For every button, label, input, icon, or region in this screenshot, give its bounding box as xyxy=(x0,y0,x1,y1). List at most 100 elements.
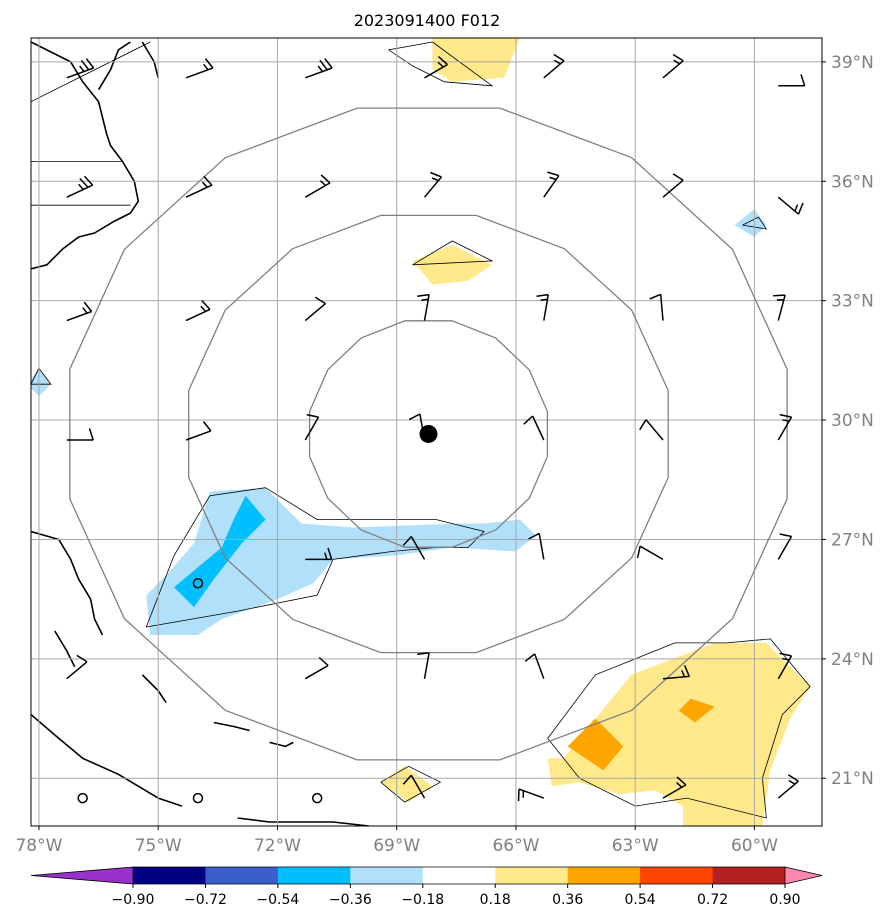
wind-barb-flag xyxy=(779,652,792,657)
wind-barb-flag xyxy=(676,776,687,786)
wind-barb-flag xyxy=(430,171,442,178)
wind-barb-flag xyxy=(318,656,329,667)
shaded-region xyxy=(678,698,715,723)
small-circle xyxy=(311,792,323,804)
gridlines xyxy=(31,38,822,826)
wind-barb xyxy=(777,652,793,680)
colorbar-segment xyxy=(640,867,713,884)
colorbar-tick-label: −0.36 xyxy=(329,892,372,908)
colorbar-segment xyxy=(495,867,568,884)
colorbar-segment xyxy=(277,867,351,884)
wind-barb-flag xyxy=(437,56,448,66)
wind-barb-flag xyxy=(782,419,790,422)
colorbar-tick-label: −0.18 xyxy=(401,892,444,908)
x-tick-label: 75°W xyxy=(135,836,182,856)
wind-barb-flag xyxy=(523,415,534,425)
wind-barb-flag xyxy=(201,181,208,188)
wind-barb-flag xyxy=(437,61,444,68)
wind-barb-shaft xyxy=(423,176,443,198)
wind-barb-shaft xyxy=(645,419,664,441)
wind-barb-shaft xyxy=(777,655,793,680)
wind-barb-flag xyxy=(788,779,796,785)
x-tick-label: 69°W xyxy=(373,836,420,856)
wind-barb-shaft xyxy=(662,784,687,799)
wind-barb-flag xyxy=(676,782,683,788)
y-tick-label: 39°N xyxy=(831,53,874,73)
wind-barb-shaft xyxy=(662,60,684,79)
contour-line xyxy=(387,41,494,87)
wind-barb-flag xyxy=(549,176,557,181)
wind-barb xyxy=(523,415,545,441)
wind-barb-flag xyxy=(421,298,429,301)
wind-barb xyxy=(185,421,212,441)
plot-frame xyxy=(30,37,823,827)
small-circle xyxy=(77,792,88,804)
wind-barb-flag xyxy=(306,413,319,418)
colorbar-tick-label: 0.90 xyxy=(769,892,800,908)
wind-barb xyxy=(304,413,320,441)
wind-barb-flag xyxy=(540,298,548,301)
wind-barb-flag xyxy=(79,177,89,188)
wind-barb-flag xyxy=(794,204,799,212)
colorbar-segment xyxy=(205,867,279,884)
wind-barb xyxy=(517,788,545,802)
wind-barb-shaft xyxy=(662,179,684,198)
wind-barb-shaft xyxy=(423,652,430,679)
colorbar-segment xyxy=(422,867,496,884)
wind-barb xyxy=(524,653,545,679)
wind-barb-flag xyxy=(779,413,792,418)
y-axis-ticks: 39°N 36°N 33°N 30°N 27°N 24°N 21°N xyxy=(822,53,874,789)
y-tick-label: 24°N xyxy=(831,650,874,670)
colorbar-segment xyxy=(712,867,786,884)
wind-barb-shaft xyxy=(639,545,664,561)
wind-barb xyxy=(639,419,664,441)
chart-title: 2023091400 F012 xyxy=(354,11,501,30)
coastline xyxy=(269,741,294,748)
wind-barb xyxy=(304,656,329,680)
wind-barb xyxy=(185,58,214,79)
wind-barb-flag xyxy=(80,59,90,71)
wind-barb-shaft xyxy=(777,416,793,441)
wind-barb xyxy=(543,171,560,198)
wind-barb-flag xyxy=(319,180,327,187)
wind-barb-shaft xyxy=(543,175,560,198)
colorbar-under-extension xyxy=(30,866,134,885)
wind-barb-shaft xyxy=(66,661,88,680)
y-tick-label: 27°N xyxy=(831,530,874,550)
colorbar-tick-label: −0.90 xyxy=(112,892,155,908)
storm-center xyxy=(419,424,438,443)
wind-barb xyxy=(66,428,94,441)
wind-barb-flag xyxy=(76,654,88,663)
y-tick-label: 33°N xyxy=(831,292,874,312)
wind-barb-shaft xyxy=(531,415,545,441)
wind-barb-flag xyxy=(528,532,540,540)
wind-barb-shaft xyxy=(423,294,430,321)
wind-barb-flag xyxy=(79,65,85,72)
small-circle xyxy=(192,792,204,804)
wind-barb xyxy=(662,665,690,680)
wind-barb xyxy=(636,545,664,561)
wind-barb-shaft xyxy=(304,182,331,198)
wind-barb-flag xyxy=(787,774,799,782)
wind-barb xyxy=(417,293,430,321)
coastline xyxy=(54,630,76,668)
wind-barb-shaft xyxy=(777,196,799,215)
wind-barb-flag xyxy=(200,305,207,312)
wind-barb xyxy=(417,651,430,679)
wind-barb xyxy=(773,294,786,321)
wind-barb xyxy=(649,293,664,321)
shaded-region xyxy=(734,209,767,237)
plot-area xyxy=(31,38,822,826)
wind-barb-flag xyxy=(88,428,94,441)
wind-barb-shaft xyxy=(185,67,214,79)
storm-center-marker xyxy=(419,424,438,443)
wind-barb xyxy=(402,535,426,560)
wind-barb xyxy=(66,58,95,79)
wind-barb xyxy=(305,547,333,561)
colorbar-tick-label: −0.54 xyxy=(256,892,299,908)
wind-barb-flag xyxy=(85,58,95,69)
y-tick-label: 30°N xyxy=(831,411,874,431)
shaded-region xyxy=(31,368,51,397)
state-border xyxy=(31,41,151,103)
